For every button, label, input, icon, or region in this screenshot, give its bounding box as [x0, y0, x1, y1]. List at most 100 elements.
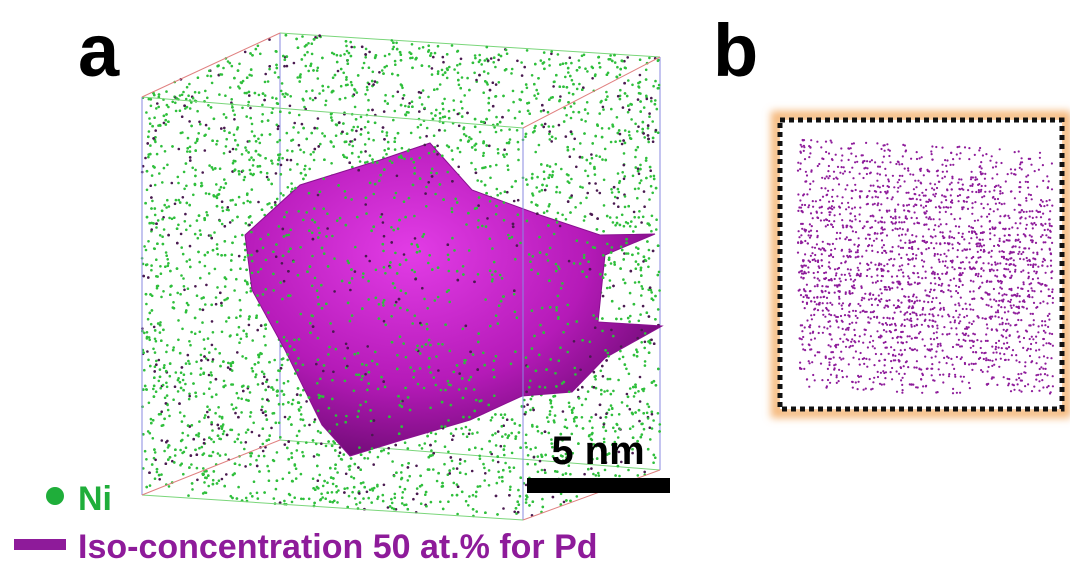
- atom-dot: [376, 483, 379, 487]
- atom-dot: [417, 90, 421, 94]
- atom-dot: [637, 390, 640, 393]
- atom-dot: [199, 373, 202, 377]
- atom-dot: [249, 52, 252, 55]
- atom-dot: [273, 201, 277, 204]
- atom-dot: [558, 98, 562, 102]
- atom-dot: [654, 79, 657, 83]
- atom-dot: [230, 369, 234, 372]
- atom-dot: [411, 56, 414, 60]
- atom-dot: [200, 181, 203, 185]
- atom-dot: [415, 487, 419, 490]
- atom-dot: [567, 91, 571, 95]
- atom-dot: [534, 446, 537, 450]
- atom-dot: [647, 288, 650, 292]
- atom-dot: [191, 166, 194, 170]
- atom-dot: [404, 215, 407, 219]
- atom-dot: [177, 198, 181, 202]
- atom-dot: [637, 125, 640, 128]
- atom-dot: [413, 237, 417, 240]
- atom-dot: [348, 143, 351, 146]
- atom-dot: [322, 369, 325, 373]
- atom-dot: [273, 358, 277, 362]
- atom-dot: [343, 140, 347, 144]
- atom-dot: [468, 495, 471, 498]
- atom-dot: [467, 432, 471, 436]
- atom-dot: [257, 454, 261, 458]
- atom-dot: [433, 51, 437, 55]
- atom-dot: [358, 501, 362, 504]
- atom-dot: [343, 357, 346, 360]
- atom-dot: [623, 92, 627, 95]
- atom-dot: [216, 193, 219, 197]
- atom-dot: [547, 176, 550, 179]
- atom-dot: [634, 155, 637, 159]
- atom-dot: [640, 294, 643, 297]
- atom-dot: [475, 490, 478, 494]
- atom-dot: [555, 190, 558, 194]
- atom-dot: [147, 240, 150, 243]
- atom-dot: [421, 89, 425, 92]
- atom-dot: [535, 186, 538, 189]
- atom-dot: [398, 485, 402, 489]
- atom-dot: [286, 353, 289, 356]
- atom-dot: [613, 260, 616, 264]
- atom-dot: [637, 91, 641, 95]
- atom-dot: [443, 71, 447, 74]
- atom-dot: [494, 354, 498, 358]
- atom-dot: [364, 254, 368, 258]
- atom-dot: [178, 411, 182, 414]
- atom-dot: [642, 260, 645, 263]
- atom-dot: [359, 115, 363, 119]
- atom-dot: [281, 92, 285, 96]
- atom-dot: [267, 311, 270, 314]
- atom-dot: [342, 453, 346, 456]
- atom-dot: [610, 188, 613, 191]
- atom-dot: [299, 413, 303, 416]
- atom-dot: [336, 471, 339, 474]
- atom-dot: [647, 315, 651, 318]
- atom-dot: [451, 438, 454, 442]
- atom-dot: [490, 416, 494, 419]
- atom-dot: [246, 428, 250, 432]
- atom-dot: [346, 364, 349, 368]
- atom-dot: [420, 103, 424, 106]
- atom-dot: [268, 360, 271, 364]
- atom-dot: [647, 257, 651, 260]
- atom-dot: [605, 359, 608, 362]
- atom-dot: [162, 290, 165, 293]
- atom-dot: [276, 162, 280, 166]
- atom-dot: [148, 311, 152, 315]
- atom-dot: [231, 147, 235, 151]
- atom-dot: [558, 191, 562, 194]
- atom-dot: [592, 386, 596, 389]
- atom-dot: [369, 419, 373, 423]
- atom-dot: [645, 156, 648, 160]
- atom-dot: [252, 172, 255, 176]
- atom-dot: [533, 94, 536, 97]
- atom-dot: [611, 407, 614, 411]
- atom-dot: [471, 432, 474, 435]
- atom-dot: [244, 222, 248, 225]
- atom-dot: [490, 273, 494, 277]
- atom-dot: [325, 235, 328, 238]
- atom-dot: [508, 470, 512, 473]
- atom-dot: [390, 226, 393, 229]
- atom-dot: [606, 242, 609, 246]
- atom-dot: [399, 103, 403, 107]
- atom-dot: [436, 144, 439, 148]
- atom-dot: [367, 98, 370, 102]
- atom-dot: [206, 213, 209, 217]
- atom-dot: [197, 214, 201, 217]
- atom-dot: [363, 126, 367, 129]
- atom-dot: [152, 347, 155, 351]
- atom-dot: [179, 292, 182, 296]
- atom-dot: [302, 218, 305, 222]
- atom-dot: [461, 107, 464, 110]
- atom-dot: [249, 289, 253, 293]
- atom-dot: [167, 485, 171, 488]
- atom-dot: [639, 179, 643, 182]
- atom-dot: [249, 172, 252, 176]
- atom-dot: [500, 425, 504, 428]
- atom-dot: [195, 453, 199, 457]
- atom-dot: [283, 95, 287, 98]
